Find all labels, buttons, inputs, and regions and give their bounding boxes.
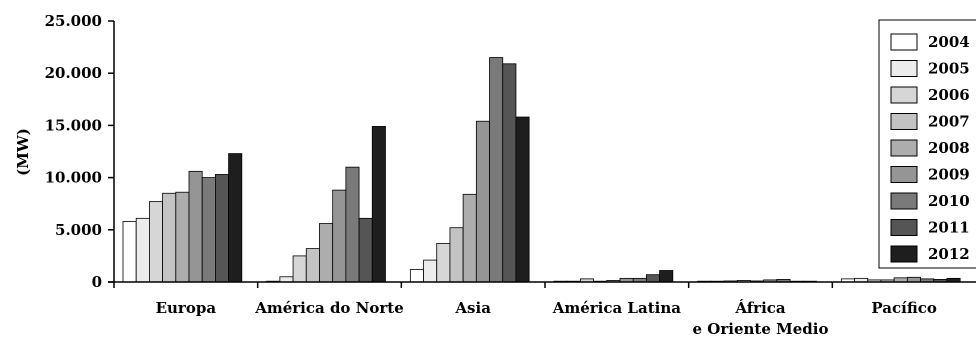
bar-2009	[188, 170, 203, 283]
y-tick-label: 0	[92, 273, 102, 291]
legend-entry: 2006	[928, 86, 970, 104]
y-tick-label: 10.000	[45, 169, 102, 187]
bar-2009	[475, 120, 490, 283]
bar-2007	[449, 227, 464, 283]
legend-entry: 2012	[928, 245, 970, 263]
y-tick-label: 25.000	[45, 12, 102, 30]
bar-2008	[462, 193, 477, 283]
bar-2010	[201, 177, 216, 283]
category-label: Pacífico	[871, 299, 936, 317]
bar-2010	[345, 166, 360, 283]
bar-2011	[214, 174, 229, 283]
legend-entry: 2005	[928, 60, 970, 78]
bar-2012	[515, 116, 530, 283]
bar-2011	[646, 274, 661, 283]
legend-swatch	[890, 219, 918, 236]
bar-2010	[489, 57, 504, 283]
category-label: América do Norte	[254, 299, 404, 317]
bar-2006	[436, 242, 451, 283]
bar-2006	[148, 201, 163, 283]
bar-2004	[409, 269, 424, 283]
legend-swatch	[890, 60, 918, 77]
bar-2011	[358, 217, 373, 283]
bar-2008	[319, 223, 334, 283]
bar-2004	[122, 221, 137, 283]
bar-2011	[502, 63, 517, 283]
category-label: e Oriente Medio	[693, 320, 829, 338]
bar-2007	[305, 248, 320, 283]
bar-2007	[162, 192, 177, 283]
x-axis: Europa América do Norte Asia América Latina…	[108, 281, 976, 338]
y-axis: 0 5.000 10.000 15.000 20.000 25.000	[45, 12, 115, 291]
bar-2005	[279, 276, 294, 283]
legend-swatch	[890, 113, 918, 130]
bar-2009	[332, 189, 347, 283]
legend-entry: 2007	[928, 113, 970, 131]
legend: 2004 2005 2006 2007 2008 2009 2010 2011 2012	[878, 19, 976, 269]
legend-swatch	[890, 139, 918, 157]
bars	[122, 57, 961, 283]
category-label: Asia	[454, 299, 491, 317]
bar-2012	[228, 153, 243, 283]
y-tick-label: 20.000	[45, 64, 102, 82]
category-label: África	[734, 299, 786, 317]
bar-2008	[175, 191, 190, 283]
legend-swatch	[890, 166, 918, 183]
legend-entry: 2010	[928, 192, 970, 210]
legend-entry: 2004	[928, 33, 970, 51]
legend-swatch	[890, 245, 918, 263]
y-tick-label: 5.000	[55, 221, 102, 239]
category-label: Europa	[156, 299, 217, 317]
bar-2006	[292, 255, 307, 283]
bar-2012	[371, 126, 386, 283]
legend-swatch	[890, 86, 918, 104]
category-label: América Latina	[552, 299, 682, 317]
y-tick-label: 15.000	[45, 116, 102, 134]
legend-swatch	[890, 192, 918, 210]
legend-entry: 2011	[928, 219, 970, 237]
bar-2005	[423, 259, 438, 283]
bar-2012	[659, 270, 674, 283]
bar-2005	[135, 217, 150, 283]
y-axis-label: (MW)	[14, 128, 32, 176]
legend-entry: 2009	[928, 166, 970, 184]
legend-entry: 2008	[928, 139, 970, 157]
legend-swatch	[890, 33, 918, 51]
